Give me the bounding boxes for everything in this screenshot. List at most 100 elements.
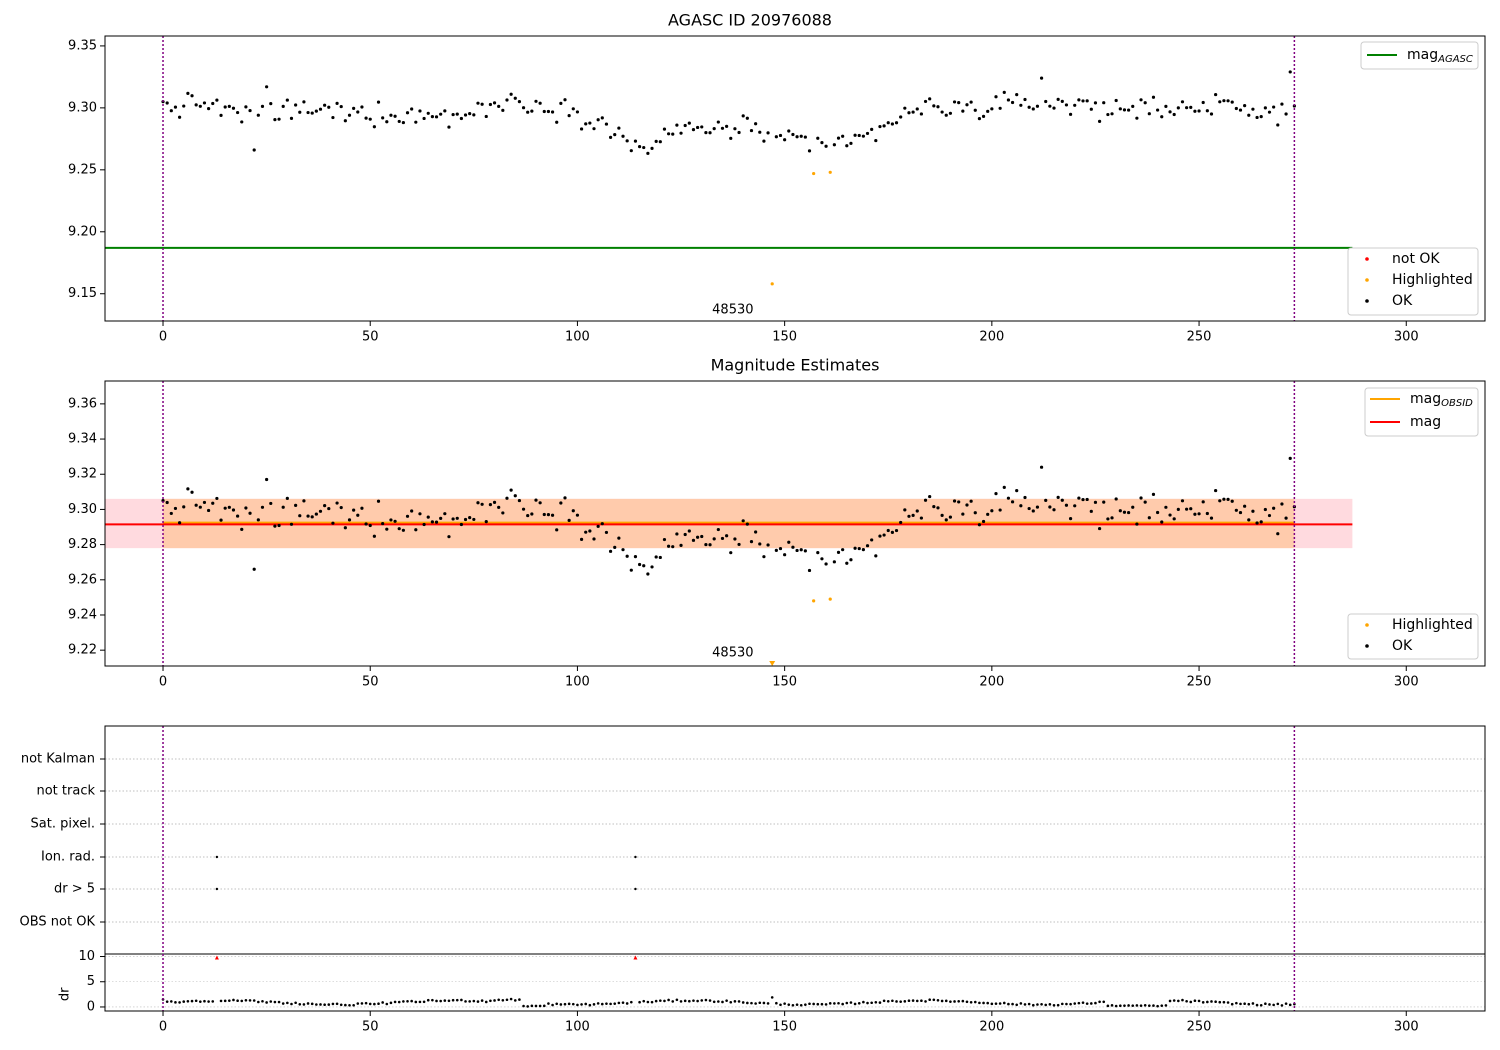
dr-point	[791, 1003, 795, 1007]
ok-point	[1247, 113, 1251, 117]
ok-point	[546, 109, 551, 114]
ok-point	[294, 503, 298, 507]
ok-point	[327, 506, 331, 511]
ok-point	[853, 133, 857, 137]
ok-point	[368, 117, 372, 121]
ok-point	[1015, 93, 1019, 97]
ok-point	[1027, 506, 1031, 511]
ok-point	[990, 509, 994, 513]
ok-point	[778, 546, 783, 551]
ok-point	[1068, 517, 1073, 521]
dr-point	[261, 999, 264, 1003]
dr-point	[497, 998, 500, 1002]
ok-point	[932, 505, 936, 509]
ok-point	[1251, 509, 1255, 513]
ok-point	[878, 125, 882, 129]
ok-point	[579, 537, 584, 541]
ok-point	[629, 568, 633, 572]
ok-point	[778, 133, 783, 138]
dr-point	[584, 1002, 588, 1006]
dr-point	[1011, 1002, 1014, 1006]
dr-point	[1164, 1004, 1168, 1007]
flag-row-label: not Kalman	[21, 752, 95, 767]
ok-point	[679, 131, 683, 135]
ok-point	[169, 109, 173, 113]
ok-point	[1002, 90, 1006, 94]
dr-point	[435, 999, 438, 1003]
dr-point	[849, 1001, 853, 1004]
dr-point	[306, 1002, 310, 1005]
dr-point	[1177, 999, 1180, 1003]
dr-point	[310, 1002, 314, 1006]
dr-point	[364, 1001, 368, 1005]
dr-point	[518, 998, 521, 1001]
legend-marker	[1365, 623, 1369, 627]
ok-point	[202, 500, 207, 505]
ok-point	[1110, 112, 1114, 116]
ok-point	[555, 528, 559, 532]
ok-point	[488, 102, 493, 107]
dr-point	[1259, 1003, 1263, 1007]
dr-point	[862, 1000, 865, 1004]
ok-point	[754, 122, 758, 126]
dr-point	[273, 1000, 277, 1004]
ok-point	[969, 100, 973, 104]
ok-point	[650, 146, 654, 150]
dr-point	[920, 999, 923, 1003]
chart-title: Magnitude Estimates	[711, 356, 880, 375]
ok-point	[1085, 497, 1089, 502]
dr-point	[891, 999, 894, 1003]
x-tick-label: 100	[565, 330, 590, 345]
ok-point	[708, 131, 712, 135]
ok-point	[1127, 108, 1131, 112]
ok-point	[579, 127, 584, 131]
ok-point	[1056, 97, 1060, 101]
ok-point	[331, 115, 335, 120]
dr-point	[795, 1003, 799, 1006]
ok-point	[480, 502, 484, 506]
dr-point	[1276, 1002, 1280, 1006]
ok-point	[621, 134, 625, 138]
y-tick-label: 9.30	[68, 100, 97, 115]
dr-point	[476, 1000, 480, 1003]
dr-point	[853, 1002, 857, 1006]
ok-point	[480, 102, 484, 106]
ok-point	[335, 101, 339, 105]
dr-point	[339, 1003, 343, 1007]
ok-point	[874, 138, 878, 143]
ok-point	[559, 101, 563, 105]
dr-point	[385, 1002, 389, 1006]
dr-point	[638, 1000, 641, 1004]
ok-point	[928, 494, 932, 499]
ok-point	[1222, 99, 1226, 103]
ok-point	[1209, 112, 1214, 116]
ok-point	[1209, 516, 1214, 520]
dr-point	[447, 999, 451, 1003]
ok-point	[1276, 532, 1280, 536]
ok-point	[1238, 510, 1243, 515]
ok-point	[1189, 105, 1193, 109]
ok-point	[758, 542, 762, 546]
dr-point	[1247, 1002, 1251, 1006]
ok-point	[451, 517, 455, 521]
flag-point	[215, 855, 219, 859]
ok-point	[161, 499, 165, 503]
flag-point	[634, 887, 637, 891]
ok-point	[745, 522, 749, 526]
ok-point	[1039, 465, 1044, 469]
ok-point	[534, 99, 538, 103]
dr-point	[1106, 1004, 1110, 1008]
dr-point	[199, 1000, 202, 1003]
dr-point	[1069, 1002, 1072, 1006]
ok-point	[1180, 100, 1185, 104]
dr-point	[1027, 1002, 1031, 1006]
ok-point	[1176, 507, 1180, 512]
ok-point	[281, 104, 285, 108]
dr-point	[1031, 1003, 1035, 1007]
ok-point	[526, 513, 530, 518]
ok-point	[882, 124, 886, 128]
dr-point	[182, 1000, 186, 1003]
ok-point	[1093, 101, 1098, 105]
ok-point	[588, 529, 592, 533]
dr-point	[600, 1002, 604, 1006]
